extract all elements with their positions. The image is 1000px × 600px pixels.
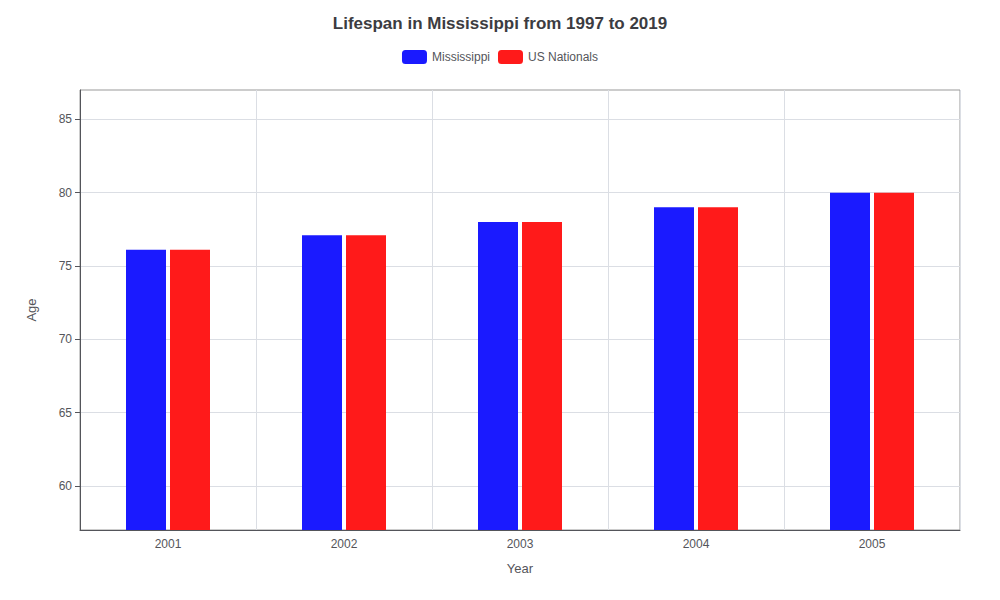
svg-text:Mississippi: Mississippi	[432, 50, 490, 64]
svg-text:2001: 2001	[155, 537, 182, 551]
svg-text:60: 60	[59, 479, 73, 493]
svg-text:Year: Year	[507, 561, 534, 576]
svg-text:75: 75	[59, 259, 73, 273]
svg-text:85: 85	[59, 112, 73, 126]
svg-text:2004: 2004	[683, 537, 710, 551]
svg-text:2002: 2002	[331, 537, 358, 551]
svg-text:US Nationals: US Nationals	[528, 50, 598, 64]
svg-text:Age: Age	[24, 298, 39, 321]
svg-text:2005: 2005	[859, 537, 886, 551]
svg-text:80: 80	[59, 186, 73, 200]
svg-text:70: 70	[59, 332, 73, 346]
svg-text:65: 65	[59, 406, 73, 420]
svg-text:2003: 2003	[507, 537, 534, 551]
svg-text:Lifespan in Mississippi from 1: Lifespan in Mississippi from 1997 to 201…	[333, 14, 667, 33]
